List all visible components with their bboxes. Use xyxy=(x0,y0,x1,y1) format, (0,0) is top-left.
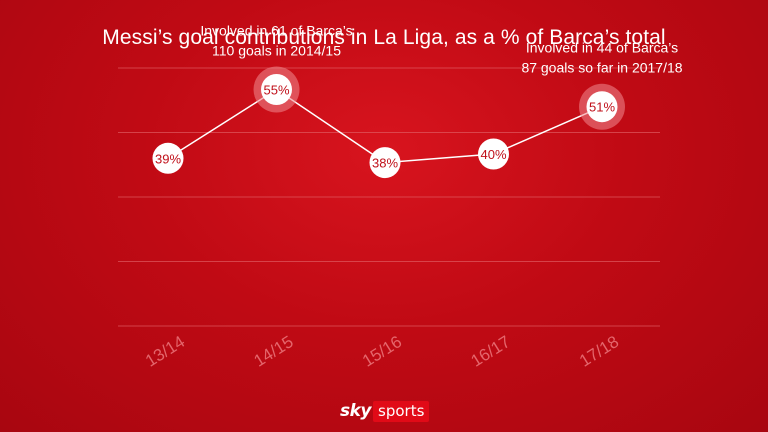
x-tick-label: 15/16 xyxy=(359,332,405,371)
x-tick-label: 13/14 xyxy=(142,332,188,371)
sky-logo-text: sky xyxy=(340,401,372,421)
annotation-text: Involved in 61 of Barca’s 110 goals in 20… xyxy=(200,23,352,59)
data-label: 51% xyxy=(589,100,615,115)
data-point-marker xyxy=(261,74,292,105)
annotation-line: Involved in 44 of Barca’s xyxy=(526,40,678,56)
x-tick-label: 16/17 xyxy=(468,332,514,371)
data-point-marker xyxy=(152,142,184,174)
x-tick-label: 17/18 xyxy=(576,332,622,371)
annotation-line: 87 goals so far in 2017/18 xyxy=(521,60,682,76)
data-label: 55% xyxy=(263,83,289,98)
gridlines xyxy=(118,67,660,327)
annotation-line: Involved in 61 of Barca’s xyxy=(200,23,352,39)
sports-logo-badge: sports xyxy=(373,400,430,422)
annotation-line: 110 goals in 2014/15 xyxy=(212,43,341,59)
x-tick-label: 14/15 xyxy=(251,332,297,371)
x-axis-ticks: 13/14 14/15 15/16 16/17 17/18 xyxy=(142,332,622,371)
annotations: Involved in 61 of Barca’s 110 goals in 20… xyxy=(200,23,682,76)
data-points: 39% 55% 38% 40% 51% xyxy=(152,66,625,179)
chart-title: Messi’s goal contributions in La Liga, a… xyxy=(102,26,666,49)
data-point-marker xyxy=(478,138,509,170)
annotation-text: Involved in 44 of Barca’s 87 goals so far… xyxy=(521,40,682,76)
data-point-marker xyxy=(369,147,401,179)
data-label: 40% xyxy=(480,147,506,162)
data-point-marker xyxy=(586,91,618,123)
sky-sports-logo: sky sports xyxy=(340,400,430,422)
data-label: 39% xyxy=(155,151,181,166)
data-label: 38% xyxy=(372,156,398,171)
